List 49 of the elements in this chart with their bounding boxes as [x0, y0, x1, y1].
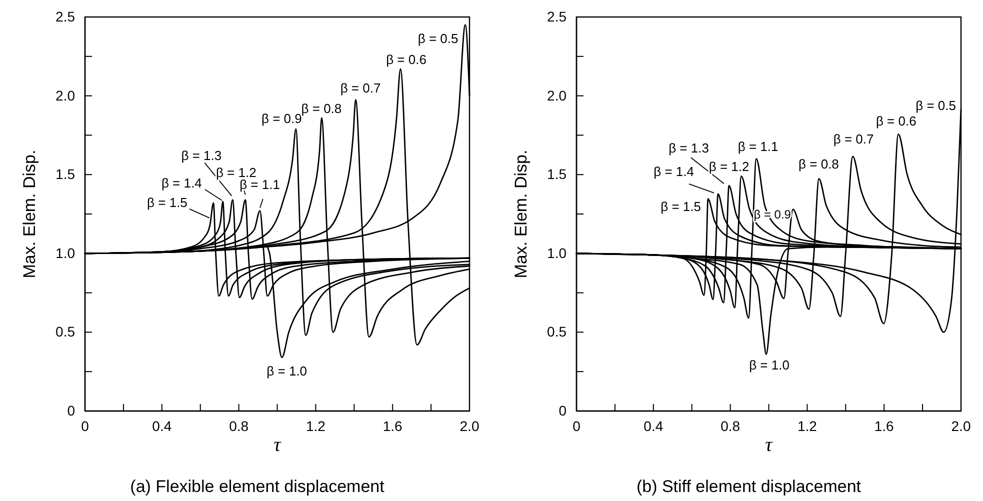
x-tick-label: 1.6 — [382, 418, 403, 434]
x-tick-label: 0.8 — [720, 418, 740, 434]
y-axis-title: Max. Elem. Disp. — [512, 150, 530, 278]
y-tick-label: 1.0 — [547, 244, 567, 261]
x-tick-label: 2.0 — [460, 418, 480, 434]
series-label: β = 0.6 — [876, 113, 916, 128]
y-tick-label: 2.5 — [547, 8, 567, 24]
x-tick-label: 0.4 — [152, 418, 172, 434]
series-label: β = 0.5 — [418, 30, 458, 46]
y-tick-label: 0.5 — [56, 324, 76, 340]
x-tick-label: 1.2 — [306, 418, 326, 434]
text: (a) Flexible element displacement — [130, 477, 385, 496]
legend-label: β = 1.4 — [654, 164, 694, 179]
y-axis-title: Max. Elem. Disp. — [20, 150, 39, 278]
x-axis-title: τ — [274, 434, 282, 456]
x-tick-label: 0.4 — [644, 418, 664, 434]
series-label: β = 0.8 — [798, 156, 839, 172]
x-tick-label: 1.6 — [874, 418, 894, 434]
series-label: β = 0.9 — [262, 110, 302, 126]
series-label: β = 1.2 — [708, 159, 750, 174]
y-tick-label: 1.0 — [56, 244, 76, 261]
text: β = 1.3 — [668, 140, 709, 156]
series-label: β = 0.8 — [301, 100, 342, 116]
x-axis-title: τ — [765, 434, 774, 456]
series-label: β = 0.6 — [386, 52, 426, 68]
y-tick-label: 1.5 — [547, 166, 567, 182]
y-tick-label: 2.0 — [56, 87, 76, 104]
y-tick-label: 0.5 — [547, 324, 567, 340]
y-tick-label: 0 — [558, 402, 567, 418]
legend-label: β = 1.5 — [147, 194, 188, 210]
text: β = 1.3 — [181, 148, 222, 163]
y-tick-label: 1.5 — [56, 166, 76, 182]
y-tick-label: 2.5 — [56, 8, 76, 24]
x-tick-label: 0 — [572, 418, 581, 434]
series-label: β = 1.0 — [266, 363, 308, 378]
series-label: β = 0.5 — [916, 98, 956, 114]
y-tick-label: 2.0 — [547, 87, 567, 104]
series-label: β = 1.5 — [660, 198, 701, 214]
series-label: β = 1.1 — [738, 138, 778, 154]
series-label: β = 1.4 — [161, 175, 202, 190]
x-tick-label: 1.2 — [797, 418, 818, 434]
x-tick-label: 0 — [81, 418, 90, 434]
x-tick-label: 0.8 — [229, 418, 249, 434]
text: (b) Stiff element displacement — [636, 477, 862, 496]
series-label: β = 1.0 — [749, 357, 790, 372]
series-label: β = 0.7 — [340, 80, 381, 96]
y-tick-label: 0 — [67, 402, 76, 418]
series-label: β = 0.7 — [833, 131, 874, 146]
x-tick-label: 2.0 — [951, 418, 971, 434]
